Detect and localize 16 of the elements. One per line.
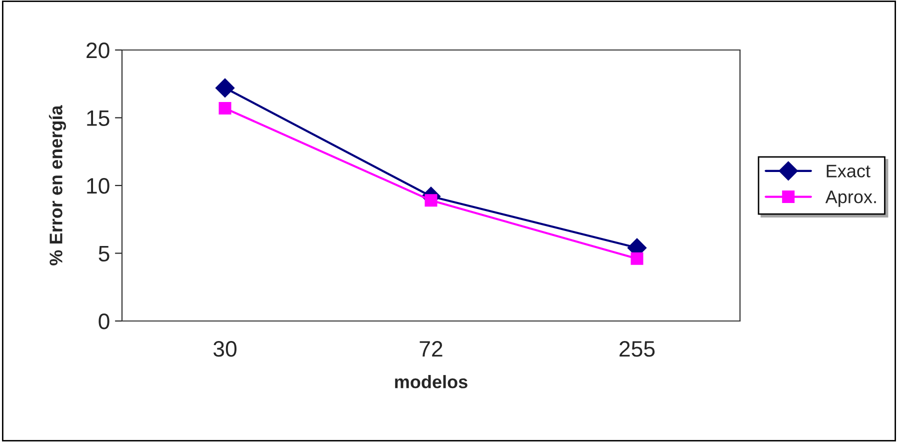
y-tick-label: 20 (86, 42, 110, 58)
y-axis-title: % Error en energía (48, 105, 66, 266)
point (215, 78, 235, 98)
legend-label: Aprox. (825, 190, 876, 207)
x-tick-label: 72 (420, 341, 442, 357)
y-tick-label: 10 (87, 178, 110, 194)
point (218, 102, 232, 115)
point (424, 194, 438, 207)
point (630, 252, 644, 265)
y-tick-label: 15 (87, 110, 110, 126)
x-tick-label: 255 (620, 341, 655, 357)
x-tick-label: 30 (213, 341, 236, 357)
y-tick-label: 0 (98, 314, 110, 330)
y-tick-label: 5 (98, 246, 110, 262)
x-axis-title: modelos (395, 375, 468, 388)
legend-label: Exact (826, 164, 870, 178)
